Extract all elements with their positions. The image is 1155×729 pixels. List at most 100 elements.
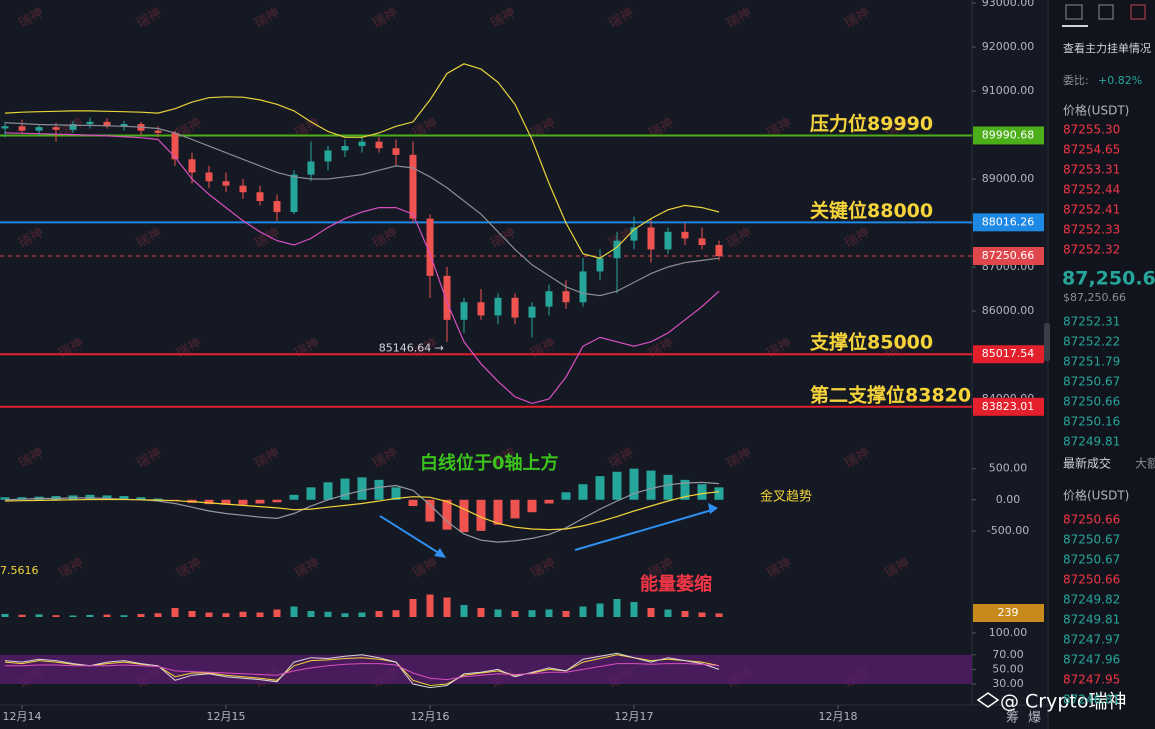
icon[interactable]: [1065, 4, 1083, 20]
macd-bar: [323, 482, 333, 500]
macd-bar: [408, 499, 418, 506]
volume-bar: [545, 609, 553, 617]
macd-bar: [442, 499, 452, 530]
macd-bar: [102, 495, 112, 500]
volume-bar: [647, 608, 655, 617]
candle-body: [494, 297, 502, 316]
volume-bar: [613, 599, 621, 617]
candle-body: [205, 172, 213, 182]
y-tick-label: 0.00: [996, 493, 1021, 506]
y-tick-label: -500.00: [987, 524, 1029, 537]
macd-bar: [595, 476, 605, 500]
indicator-line: [4, 652, 720, 689]
macd-bar: [527, 499, 537, 513]
x-tick-label: 12月16: [411, 710, 450, 723]
icon[interactable]: [1130, 4, 1146, 20]
trade-price: 87247.95: [1063, 673, 1120, 687]
volume-bar: [375, 611, 383, 617]
price-tag-label: 89990.68: [982, 128, 1035, 141]
candle-body: [681, 231, 689, 239]
indicator-line: [4, 654, 720, 687]
volume-tag-label: 239: [998, 606, 1019, 619]
y-tick-label: 100.00: [989, 626, 1028, 639]
price-tag: [973, 397, 1044, 416]
volume-bar: [35, 614, 43, 617]
y-tick-label: 30.00: [992, 677, 1024, 690]
bid-price: 87250.16: [1063, 415, 1120, 429]
chart-background: [0, 0, 1048, 729]
icon[interactable]: [1098, 4, 1114, 20]
macd-bar: [357, 477, 367, 500]
macd-bar: [0, 497, 10, 500]
arrow-head: [708, 503, 718, 514]
big-trades-tab[interactable]: 大额: [1135, 457, 1155, 471]
candle-body: [290, 174, 298, 213]
trade-price: 87247.97: [1063, 633, 1120, 647]
footer-icon[interactable]: 筹: [1006, 710, 1019, 726]
volume-tag: [973, 604, 1044, 622]
bid-price: 87250.67: [1063, 375, 1120, 389]
y-tick-label: 500.00: [989, 462, 1028, 475]
macd-bar: [238, 499, 248, 505]
price-tag-label: 85017.54: [982, 347, 1035, 360]
price-tag: [973, 126, 1044, 145]
macd-bar: [578, 484, 588, 500]
ask-price: 87252.32: [1063, 243, 1120, 257]
brand-logo: [976, 692, 1000, 708]
candle-body: [154, 130, 162, 133]
candle-body: [52, 127, 60, 130]
trade-price: 87249.82: [1063, 593, 1120, 607]
last-price-usd: $87,250.66: [1063, 291, 1126, 304]
candle-body: [307, 161, 315, 175]
trades-header: 价格(USDT): [1063, 488, 1129, 503]
macd-bar: [340, 478, 350, 500]
level-annotation: 第二支撑位83820: [810, 383, 971, 406]
macd-bar: [629, 468, 639, 500]
bid-price: 87250.66: [1063, 395, 1120, 409]
volume-bar: [358, 612, 366, 617]
macd-bar: [425, 499, 435, 522]
indicator-line: [4, 63, 720, 259]
footer-icon[interactable]: 爆: [1028, 711, 1041, 726]
macd-bar: [476, 499, 486, 531]
sidebar-background: [1048, 0, 1155, 729]
price-tag: [973, 345, 1044, 364]
candle-body: [715, 245, 723, 257]
y-tick-label: 86000.00: [982, 304, 1035, 317]
level-annotation: 支撑位85000: [809, 331, 933, 354]
volume-bar: [630, 602, 638, 617]
candle-body: [69, 124, 77, 130]
rsi-band: [0, 654, 972, 684]
volume-bar: [171, 608, 179, 617]
bid-price: 87251.79: [1063, 355, 1120, 369]
price-tag-label: 87250.66: [982, 249, 1035, 262]
candle-body: [528, 306, 536, 318]
candle-body: [18, 126, 26, 131]
order-book-link[interactable]: 查看主力挂单情况: [1063, 41, 1151, 55]
y-tick-label: 93000.00: [982, 0, 1035, 9]
candle-body: [545, 291, 553, 307]
last-price: 87,250.66: [1062, 268, 1155, 290]
macd-bar: [374, 479, 384, 500]
volume-bar: [324, 611, 332, 617]
candle-body: [562, 291, 570, 303]
volume-bar: [528, 610, 536, 617]
candle-body: [647, 227, 655, 250]
candle-body: [120, 124, 128, 127]
candle-body: [613, 240, 621, 259]
volume-bar: [681, 611, 689, 617]
macd-bar: [204, 499, 214, 505]
candle-body: [579, 271, 587, 303]
macd-bar: [680, 479, 690, 500]
ask-price: 87252.44: [1063, 183, 1120, 197]
volume-bar: [290, 606, 298, 617]
volume-bar: [69, 615, 77, 617]
macd-bar: [17, 497, 27, 500]
macd-bar: [153, 498, 163, 500]
volume-bar: [494, 609, 502, 617]
macd-bar: [646, 470, 656, 500]
trades-tab[interactable]: 最新成交: [1063, 456, 1111, 471]
volume-bar: [52, 615, 60, 617]
trade-price: 87250.67: [1063, 553, 1120, 567]
